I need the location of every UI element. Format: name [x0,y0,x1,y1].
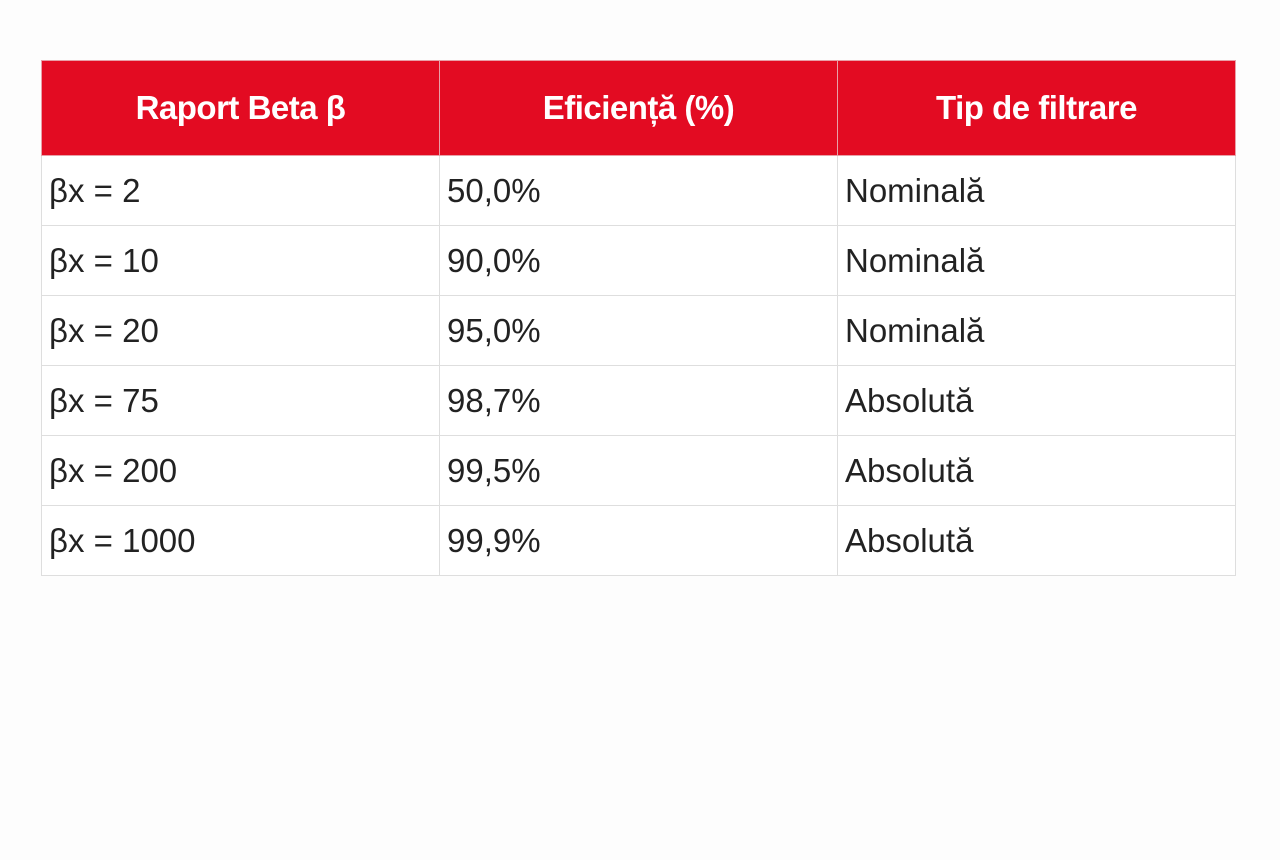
cell-beta-ratio: βx = 200 [41,435,440,506]
cell-filtration-type: Nominală [837,225,1236,296]
cell-filtration-type: Absolută [837,435,1236,506]
cell-filtration-type: Absolută [837,365,1236,436]
cell-efficiency: 90,0% [439,225,838,296]
cell-beta-ratio: βx = 75 [41,365,440,436]
cell-efficiency: 99,9% [439,505,838,576]
table-row: βx = 1000 99,9% Absolută [41,505,1236,576]
header-beta-ratio: Raport Beta β [41,60,440,156]
header-filtration-type: Tip de filtrare [837,60,1236,156]
cell-beta-ratio: βx = 2 [41,155,440,226]
table-row: βx = 200 99,5% Absolută [41,435,1236,506]
header-efficiency: Eficiență (%) [439,60,838,156]
cell-efficiency: 98,7% [439,365,838,436]
cell-beta-ratio: βx = 20 [41,295,440,366]
table-row: βx = 75 98,7% Absolută [41,365,1236,436]
cell-beta-ratio: βx = 10 [41,225,440,296]
cell-filtration-type: Nominală [837,155,1236,226]
table-row: βx = 10 90,0% Nominală [41,225,1236,296]
cell-efficiency: 99,5% [439,435,838,506]
cell-filtration-type: Absolută [837,505,1236,576]
cell-filtration-type: Nominală [837,295,1236,366]
beta-ratio-table: Raport Beta β Eficiență (%) Tip de filtr… [41,60,1236,576]
cell-efficiency: 95,0% [439,295,838,366]
table-row: βx = 20 95,0% Nominală [41,295,1236,366]
table-row: βx = 2 50,0% Nominală [41,155,1236,226]
cell-beta-ratio: βx = 1000 [41,505,440,576]
cell-efficiency: 50,0% [439,155,838,226]
table-header-row: Raport Beta β Eficiență (%) Tip de filtr… [41,60,1236,156]
